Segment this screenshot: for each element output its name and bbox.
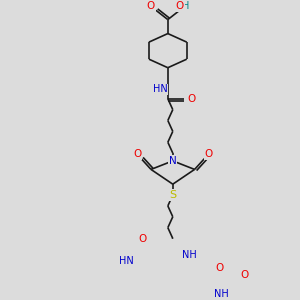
Text: O: O	[240, 270, 248, 280]
Text: O: O	[176, 2, 184, 11]
Text: O: O	[204, 149, 213, 159]
Text: NH: NH	[182, 250, 197, 260]
Text: O: O	[188, 94, 196, 104]
Text: O: O	[147, 2, 155, 11]
Text: S: S	[169, 190, 176, 200]
Text: HN: HN	[119, 256, 134, 266]
Text: O: O	[133, 149, 141, 159]
Text: HN: HN	[152, 85, 167, 94]
Text: O: O	[138, 234, 146, 244]
Text: O: O	[215, 263, 224, 273]
Text: NH: NH	[214, 289, 228, 299]
Text: H: H	[182, 2, 189, 11]
Text: N: N	[169, 156, 177, 166]
